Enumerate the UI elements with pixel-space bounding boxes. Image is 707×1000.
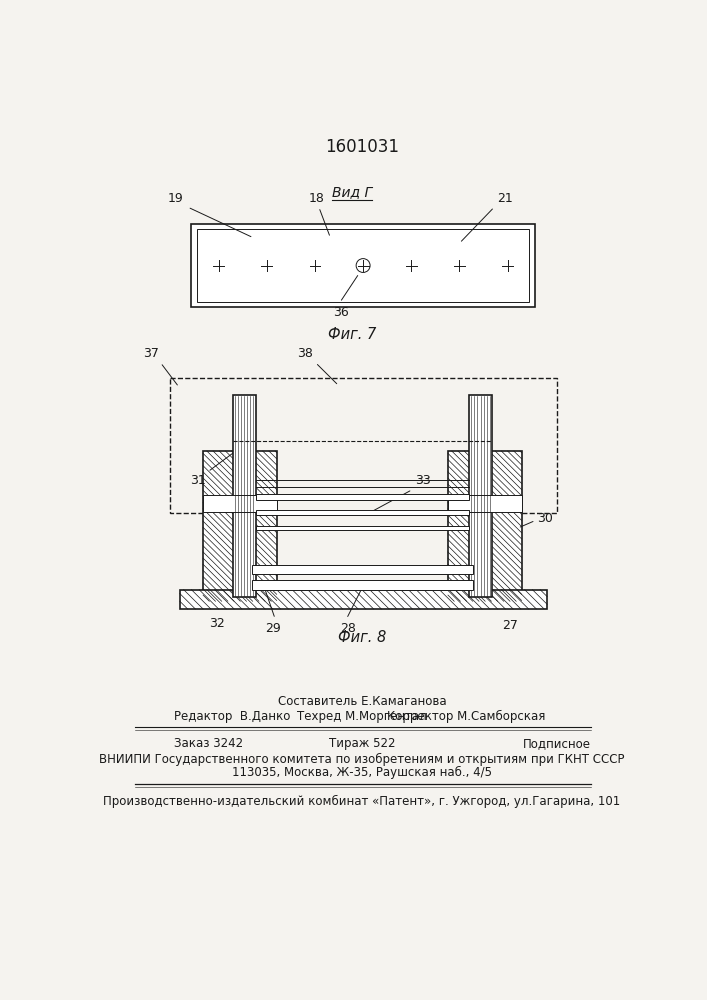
Text: Заказ 3242: Заказ 3242 <box>174 737 243 750</box>
Bar <box>252 565 473 574</box>
Text: ВНИИПИ Государственного комитета по изобретениям и открытиям при ГКНТ СССР: ВНИИПИ Государственного комитета по изоб… <box>99 753 625 766</box>
Text: 33: 33 <box>414 474 431 487</box>
Bar <box>180 590 547 609</box>
Bar <box>233 395 256 597</box>
Bar <box>448 495 522 512</box>
Text: 21: 21 <box>497 192 513 205</box>
Text: 37: 37 <box>143 347 159 360</box>
Text: Корректор М.Самборская: Корректор М.Самборская <box>387 710 546 723</box>
Text: Тираж 522: Тираж 522 <box>329 737 395 750</box>
Text: 28: 28 <box>340 622 356 635</box>
Text: 113035, Москва, Ж-35, Раушская наб., 4/5: 113035, Москва, Ж-35, Раушская наб., 4/5 <box>232 766 492 779</box>
Text: 29: 29 <box>265 622 281 635</box>
Text: Вид Г: Вид Г <box>332 185 372 199</box>
Text: 31: 31 <box>189 474 206 487</box>
Text: Фиг. 7: Фиг. 7 <box>328 327 376 342</box>
Bar <box>256 526 469 530</box>
Text: 32: 32 <box>209 617 225 630</box>
Bar <box>256 510 469 515</box>
Text: Подписное: Подписное <box>522 737 590 750</box>
Text: Составитель Е.Камаганова: Составитель Е.Камаганова <box>278 695 446 708</box>
Bar <box>170 378 557 513</box>
Bar <box>203 495 276 512</box>
Bar <box>448 451 522 601</box>
Text: 38: 38 <box>297 347 313 360</box>
Text: 36: 36 <box>334 306 349 319</box>
Text: 19: 19 <box>168 192 184 205</box>
Text: Производственно-издательский комбинат «Патент», г. Ужгород, ул.Гагарина, 101: Производственно-издательский комбинат «П… <box>103 795 621 808</box>
Bar <box>252 580 473 590</box>
Text: 27: 27 <box>502 619 518 632</box>
Bar <box>197 229 530 302</box>
Bar <box>256 494 469 500</box>
Text: Техред М.Моргентал: Техред М.Моргентал <box>297 710 427 723</box>
Text: Редактор  В.Данко: Редактор В.Данко <box>174 710 290 723</box>
Text: 18: 18 <box>308 192 325 205</box>
Bar <box>192 224 534 307</box>
Text: 1601031: 1601031 <box>325 138 399 156</box>
Text: 30: 30 <box>537 512 553 525</box>
Bar <box>203 451 276 601</box>
Text: Фиг. 8: Фиг. 8 <box>338 630 386 645</box>
Bar <box>469 395 492 597</box>
